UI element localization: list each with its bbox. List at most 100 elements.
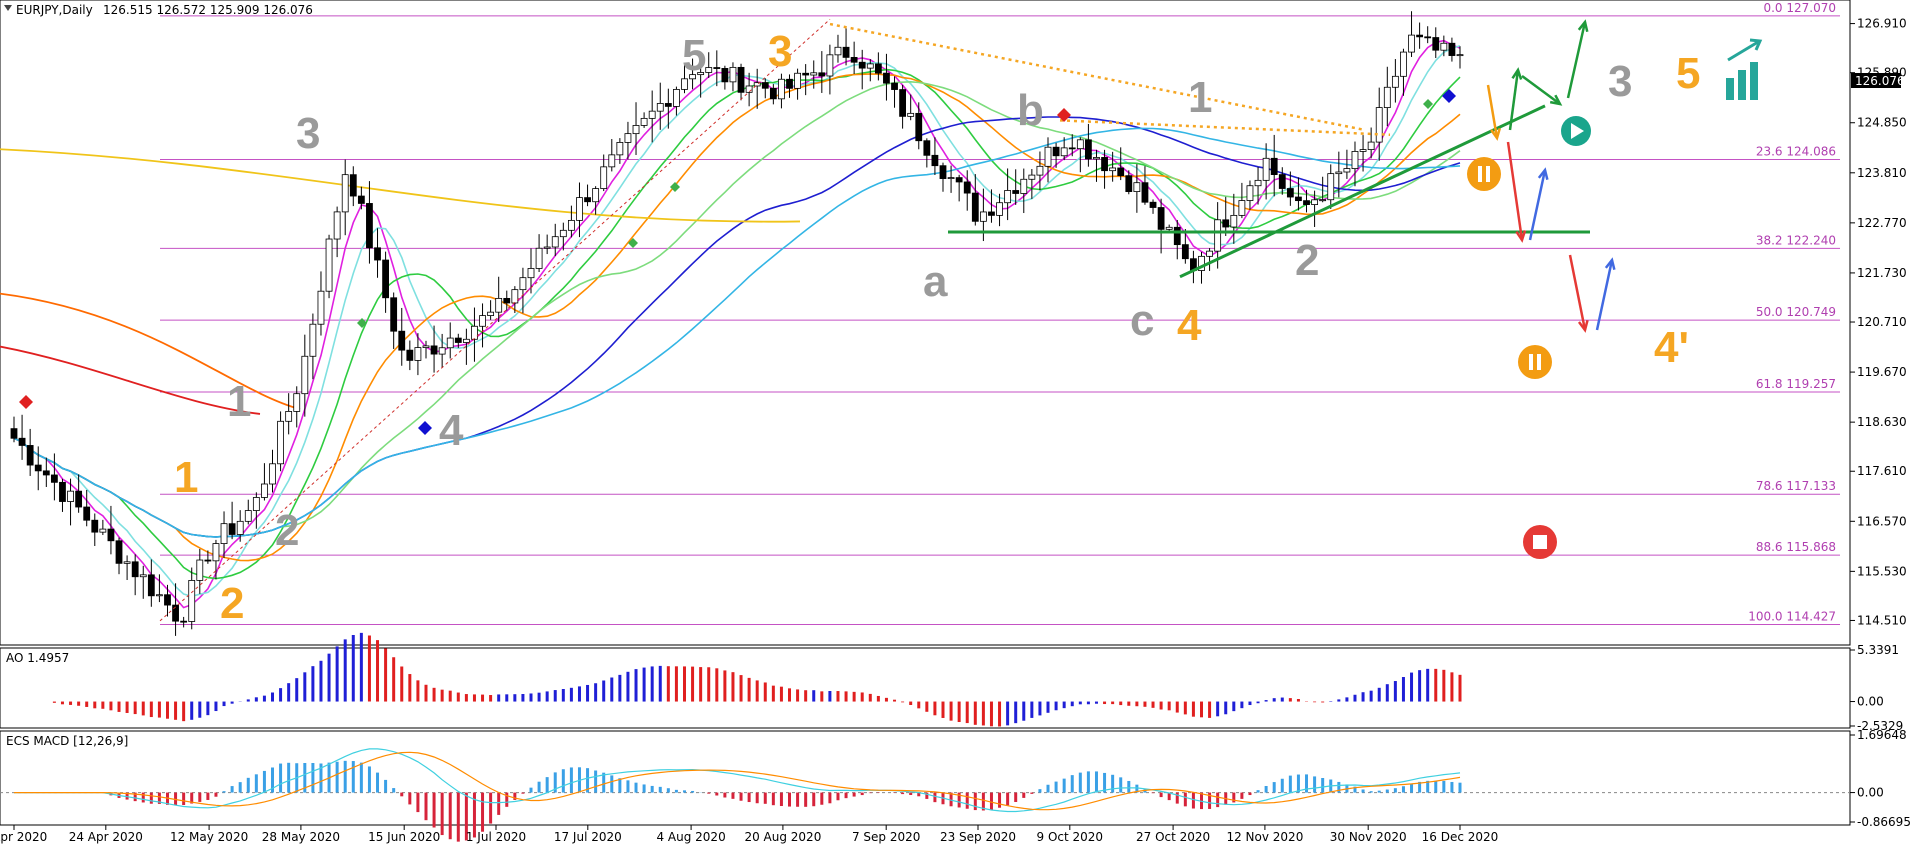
candle-body (1295, 196, 1302, 202)
candle-body (1416, 34, 1424, 38)
analysis-overlays (19, 18, 1616, 622)
candle-body (624, 133, 632, 143)
current-price-tag (1851, 73, 1901, 88)
candle-body (761, 82, 769, 89)
candle-body (592, 188, 600, 203)
candle-body (664, 103, 672, 107)
candle-body (301, 355, 309, 395)
price-tick-label: 119.670 (1857, 365, 1907, 379)
date-tick-label: 20 Aug 2020 (744, 830, 821, 844)
scenario-arrow-blue (1595, 259, 1614, 331)
candle-body (430, 345, 438, 355)
resistance-dotted-line (1059, 119, 1391, 137)
candle-body (228, 523, 236, 535)
candle-body (180, 620, 188, 623)
price-tick-label: 118.630 (1857, 415, 1907, 429)
date-axis: 8 Apr 2020 24 Apr 2020 12 May 2020 28 May 2… (0, 825, 1498, 844)
price-tick-label: 115.530 (1857, 564, 1907, 578)
candle-body (147, 574, 155, 597)
candle-body (139, 574, 147, 578)
candle-body (26, 445, 34, 466)
price-tick-label: 121.730 (1857, 266, 1907, 280)
fib-label: 38.2 122.240 (1756, 233, 1836, 247)
date-tick-label: 16 Dec 2020 (1422, 830, 1499, 844)
candle-body (988, 211, 995, 216)
scenario-arrow-green (1566, 21, 1587, 99)
candle-body (1230, 214, 1238, 228)
ohlc-label: 126.515 126.572 125.909 126.076 (103, 3, 313, 17)
date-tick-label: 23 Sep 2020 (940, 830, 1016, 844)
candle-body (236, 520, 244, 535)
wave-3-label: 3 (296, 109, 320, 158)
orange-wave-1-label: 1 (174, 453, 198, 502)
fib-label: 88.6 115.868 (1756, 540, 1836, 554)
candle-body (349, 174, 357, 197)
candle-body (721, 68, 729, 83)
fib-label: 78.6 117.133 (1756, 479, 1836, 493)
candle-body (891, 82, 898, 90)
dropdown-arrow-icon[interactable] (4, 5, 12, 11)
candle-body (543, 246, 551, 249)
wave-1-label: 1 (227, 377, 251, 426)
candle-body (1311, 199, 1318, 205)
fib-label: 61.8 119.257 (1756, 377, 1836, 391)
candle-body (1278, 174, 1286, 189)
candle-body (1327, 173, 1335, 201)
price-tick-label: 120.710 (1857, 315, 1907, 329)
scenario-arrow-blue-head (1604, 257, 1616, 271)
wave-2-recent-label: 2 (1295, 236, 1319, 285)
candle-body (1408, 34, 1415, 53)
wave-a-label: a (923, 257, 948, 306)
candle-body (971, 192, 979, 222)
current-price-value: 126.076 (1855, 74, 1905, 88)
candle-body (996, 202, 1003, 216)
scenario-arrow-red (1568, 254, 1587, 331)
candle-body (1028, 174, 1036, 180)
candle-body (462, 338, 470, 343)
moving-average-line (13, 127, 1461, 538)
moving-average-line (13, 73, 1461, 562)
candle-body (1286, 188, 1294, 198)
candle-body (414, 347, 422, 361)
candle-body (608, 154, 616, 168)
candle-body (697, 72, 705, 76)
sell-signal-marker (1057, 108, 1071, 122)
candle-body (858, 61, 866, 69)
candle-body (794, 72, 801, 89)
fib-label: 100.0 114.427 (1748, 609, 1836, 623)
candle-body (519, 277, 527, 291)
candle-body (737, 66, 745, 93)
fibonacci-levels: 0.0 127.070 23.6 124.086 38.2 122.240 50.0 … (160, 1, 1840, 625)
macd-tick-label: 0.00 (1857, 786, 1884, 800)
date-tick-label: 28 May 2020 (262, 830, 340, 844)
date-tick-label: 24 Apr 2020 (69, 830, 143, 844)
candle-body (1117, 167, 1125, 177)
candle-body (576, 197, 583, 221)
date-tick-label: 7 Sep 2020 (852, 830, 920, 844)
ao-tick-label: -2.5329 (1857, 719, 1903, 733)
candle-body (1270, 157, 1278, 175)
candle-body (18, 437, 26, 446)
wave-3-target-label: 3 (1608, 57, 1632, 106)
candle-body (640, 117, 648, 126)
candle-body (907, 112, 915, 117)
wave-5-label: 5 (682, 31, 706, 80)
candle-body (1109, 167, 1117, 172)
wave-2-label: 2 (275, 506, 299, 555)
fib-label: 23.6 124.086 (1756, 145, 1836, 159)
candle-body (600, 166, 608, 189)
candle-body (874, 63, 882, 74)
candle-body (204, 559, 212, 562)
candle-body (1052, 146, 1060, 157)
macd-tick-label: -0.86695 (1857, 815, 1911, 829)
candle-body (261, 483, 268, 498)
price-tick-label: 117.610 (1857, 464, 1907, 478)
symbol-label: EURJPY,Daily (16, 3, 93, 17)
candle-body (67, 490, 74, 502)
date-tick-label: 17 Jul 2020 (554, 830, 622, 844)
candle-body (406, 349, 414, 361)
orange-wave-4-alt-label: 4' (1654, 323, 1689, 372)
candle-body (826, 54, 834, 77)
candle-body (1424, 36, 1432, 39)
candle-body (745, 85, 753, 93)
